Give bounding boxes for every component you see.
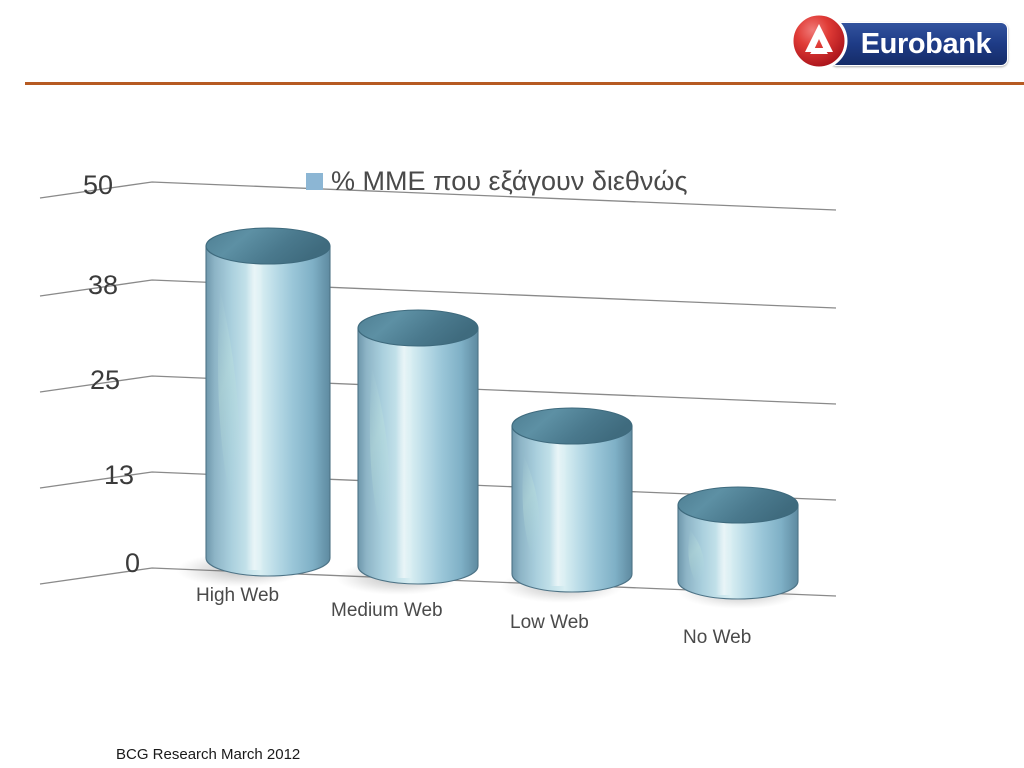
x-axis-label-medium-web: Medium Web [331,600,443,621]
chart-plot-area [39,181,837,609]
eurobank-emblem-icon [790,12,848,70]
source-footnote: BCG Research March 2012 [116,746,301,763]
legend-swatch-icon [306,173,323,190]
eurobank-wordmark-plate: Eurobank [830,22,1008,66]
bar-chart: % ΜΜΕ που εξάγουν διεθνώς 50 38 25 13 0 … [0,100,1024,763]
bar-low-web [500,407,633,603]
eurobank-wordmark-text: Eurobank [860,27,992,60]
header-divider-rule [25,82,1024,85]
eurobank-logo: Eurobank [788,10,1008,70]
chart-legend: % ΜΜΕ που εξάγουν διεθνώς [306,166,688,197]
legend-label: % ΜΜΕ που εξάγουν διεθνώς [331,166,688,196]
bar-no-web [677,486,802,609]
y-axis-label-50: 50 [83,170,114,200]
bar-medium-web [336,309,479,595]
y-axis-label-38: 38 [88,270,119,300]
bar-high-web [176,227,331,587]
y-axis-label-13: 13 [104,460,135,490]
y-axis-label-0: 0 [125,548,141,578]
y-axis-label-25: 25 [90,365,121,395]
x-axis-label-high-web: High Web [196,585,280,606]
x-axis-label-no-web: No Web [683,627,752,648]
x-axis-label-low-web: Low Web [510,612,589,633]
